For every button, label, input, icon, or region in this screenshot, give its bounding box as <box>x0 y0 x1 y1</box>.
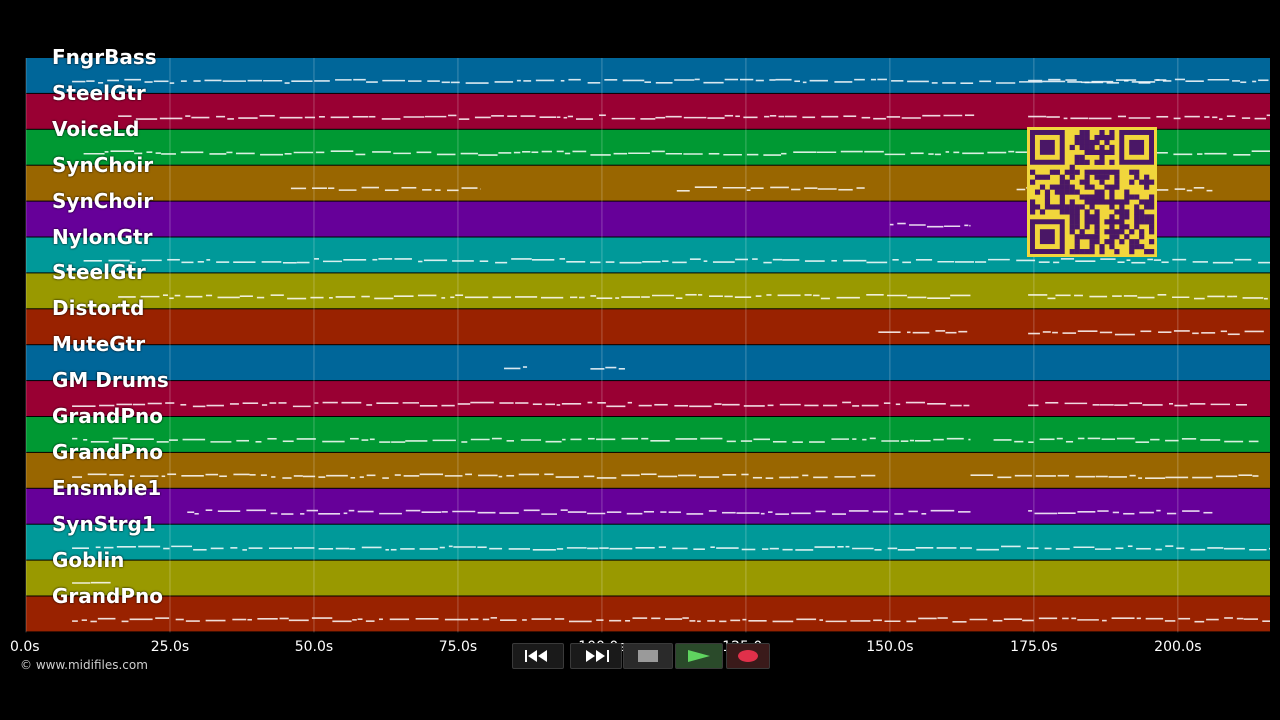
track-label: Distortd <box>52 296 145 321</box>
transport-controls <box>510 643 770 669</box>
rewind-button[interactable] <box>512 643 564 669</box>
track-lane[interactable] <box>26 309 1270 345</box>
time-tick-label: 175.0s <box>1010 639 1058 655</box>
track-label: GrandPno <box>52 583 163 608</box>
rewind-icon <box>525 650 547 662</box>
track-label: GrandPno <box>52 404 163 428</box>
track-label: MuteGtr <box>52 332 146 357</box>
track-label: GM Drums <box>52 368 169 393</box>
time-tick-label: 50.0s <box>294 639 334 655</box>
track-label: SynChoir <box>52 152 154 177</box>
track-lane[interactable] <box>26 58 1270 93</box>
track-lane[interactable] <box>26 524 1270 560</box>
track-label: SteelGtr <box>52 260 146 285</box>
track-label: GrandPno <box>52 439 163 464</box>
track-lane[interactable] <box>26 417 1270 452</box>
time-tick-label: 200.0s <box>1154 639 1202 655</box>
track-label: SteelGtr <box>52 80 146 105</box>
record-button[interactable] <box>726 643 770 669</box>
track-lane[interactable] <box>26 452 1270 488</box>
qr-code <box>1027 127 1157 257</box>
stop-icon <box>638 650 658 662</box>
note-marks <box>72 78 1270 623</box>
time-tick-label: 25.0s <box>150 639 190 655</box>
copyright-text: © www.midifiles.com <box>20 658 148 672</box>
play-button[interactable] <box>675 643 723 669</box>
track-lane[interactable] <box>26 273 1270 309</box>
play-icon <box>688 650 710 662</box>
track-label: SynStrg1 <box>52 511 156 536</box>
time-tick-label: 150.0s <box>866 639 914 655</box>
track-label: NylonGtr <box>52 224 153 249</box>
fast-forward-icon <box>586 650 609 662</box>
fast-forward-button[interactable] <box>570 643 622 669</box>
track-label: Goblin <box>52 547 125 572</box>
track-lane[interactable] <box>26 488 1270 524</box>
time-tick-label: 0.0s <box>10 639 40 655</box>
track-label: FngrBass <box>52 45 157 69</box>
track-lane[interactable] <box>26 560 1270 596</box>
track-lane[interactable] <box>26 345 1270 381</box>
time-tick-label: 75.0s <box>438 639 478 655</box>
record-icon <box>738 650 758 662</box>
track-lane[interactable] <box>26 93 1270 129</box>
track-lane[interactable] <box>26 381 1270 416</box>
track-label: VoiceLd <box>52 116 140 141</box>
track-label: SynChoir <box>52 188 154 213</box>
stop-button[interactable] <box>623 643 673 669</box>
track-lane[interactable] <box>26 596 1270 632</box>
track-label: Ensmble1 <box>52 475 162 500</box>
